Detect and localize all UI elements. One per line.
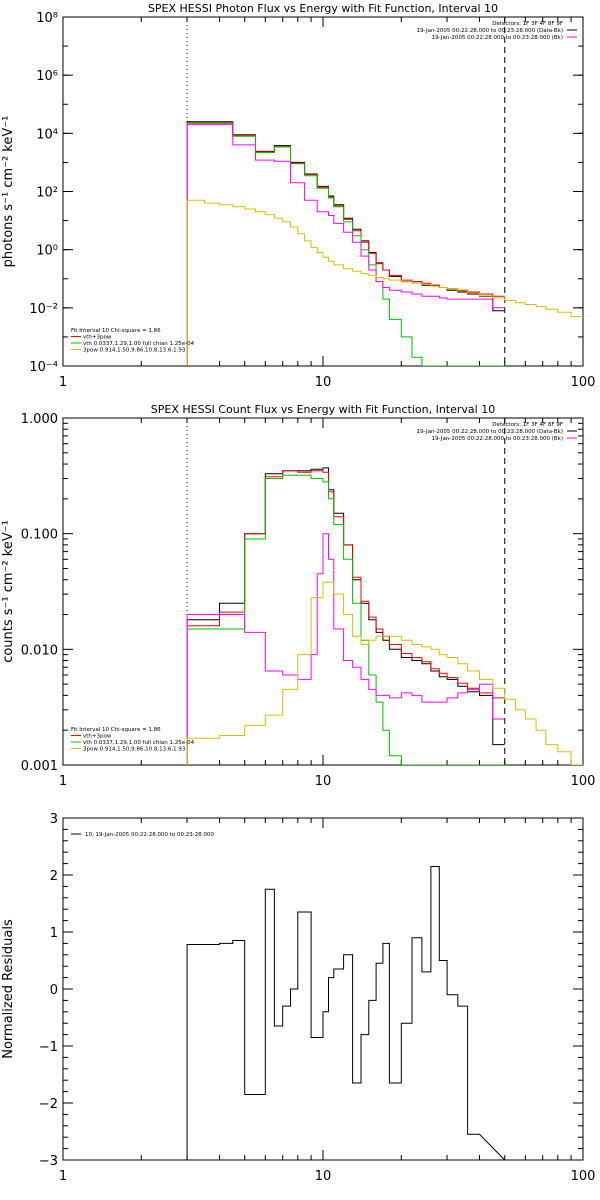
y-axis-label: Normalized Residuals <box>1 919 16 1059</box>
x-tick-label: 100 <box>571 1169 596 1184</box>
y-tick-label: 1.000 <box>21 412 58 427</box>
series-group <box>186 121 583 366</box>
y-tick-label: 0.010 <box>21 643 58 658</box>
series-5-line <box>186 199 583 366</box>
x-tick-label: 1 <box>59 774 67 789</box>
legend-entry: 19-Jan-2005 00:22:28.000 to 00:23:28.000… <box>432 436 563 442</box>
chart-title: SPEX HESSI Count Flux vs Energy with Fit… <box>151 403 495 416</box>
y-tick-label: −1 <box>39 1040 58 1055</box>
y-tick-label: 2 <box>50 869 58 884</box>
x-tick-label: 10 <box>315 1169 332 1184</box>
series-3-line <box>186 474 505 765</box>
y-tick-label: 0.100 <box>21 528 58 543</box>
legend-entry: vth 0.0337,1.29,1.00 full chian 1.25e-04 <box>83 740 195 746</box>
y-axis-label: photons s⁻¹ cm⁻² keV⁻¹ <box>1 116 16 268</box>
series-group <box>186 467 583 765</box>
series-1-line <box>186 866 506 1160</box>
y-tick-label: 10⁰ <box>36 244 58 259</box>
y-tick-label: 1 <box>50 926 58 941</box>
legend-entry: Detectors: 1F 3F 4F 8F 9F <box>492 422 563 428</box>
series-4-line <box>186 533 505 765</box>
legend-entry: 10, 19-Jan-2005 00:22:28.000 to 00:23:28… <box>85 832 214 838</box>
x-tick-label: 1 <box>59 1169 67 1184</box>
y-tick-label: −3 <box>39 1154 58 1169</box>
x-tick-label: 1 <box>59 375 67 390</box>
x-tick-label: 10 <box>315 774 332 789</box>
chart-title: SPEX HESSI Photon Flux vs Energy with Fi… <box>148 2 498 15</box>
series-5-line <box>186 581 583 765</box>
y-tick-label: 3 <box>50 812 58 827</box>
y-tick-label: 10² <box>36 186 58 201</box>
series-4-line <box>186 124 505 366</box>
legend-entry: 19-Jan-2005 00:22:28.000 to 00:23:28.000… <box>432 35 563 41</box>
legend-entry: Detectors: 1F 3F 4F 8F 9F <box>492 21 563 27</box>
series-2-line <box>186 470 505 765</box>
x-tick-label: 10 <box>315 375 332 390</box>
y-tick-label: 0.001 <box>21 759 58 774</box>
y-tick-label: 10⁻² <box>29 302 58 317</box>
y-tick-label: 10⁶ <box>36 69 58 84</box>
y-tick-label: 10⁸ <box>36 11 58 26</box>
legend-entry: 3pow 0.914,1.50,9.86,10.8,13.6,1.93 <box>83 348 186 354</box>
y-axis-label: counts s⁻¹ cm⁻² keV⁻¹ <box>1 520 16 663</box>
legend-entry: 3pow 0.914,1.50,9.86,10.8,13.6,1.93 <box>83 747 186 753</box>
y-tick-label: 10⁻⁴ <box>29 360 58 375</box>
legend-entry: vth+3pow <box>83 335 112 341</box>
series-group <box>186 866 506 1160</box>
series-2-line <box>186 122 505 366</box>
legend-entry: 19-Jan-2005 00:22:28.000 to 00:23:28.000… <box>417 28 563 34</box>
y-tick-label: 10⁴ <box>36 127 58 142</box>
chart-panel-3: Normalized Residuals 1 10 100 −3 −2 −1 0 1 2 3 10, … <box>1 812 595 1184</box>
legend-entry: vth+3pow <box>83 734 112 740</box>
plot-frame <box>62 817 584 1161</box>
series-1-line <box>186 467 505 765</box>
legend-entry: 19-Jan-2005 00:22:28.000 to 00:23:28.000… <box>417 429 563 435</box>
series-1-line <box>186 121 505 366</box>
chart-panel-2: SPEX HESSI Count Flux vs Energy with Fit… <box>1 403 595 789</box>
x-tick-label: 100 <box>571 375 596 390</box>
x-tick-label: 100 <box>571 774 596 789</box>
legend-entry: vth 0.0337,1.29,1.00 full chian 1.25e-04 <box>83 341 195 347</box>
legend-entry: Fit Interval 10 Chi-square = 1.86 <box>71 328 161 334</box>
y-tick-label: −2 <box>39 1097 58 1112</box>
chart-panel-1: SPEX HESSI Photon Flux vs Energy with Fi… <box>1 2 595 390</box>
legend-entry: Fit Interval 10 Chi-square = 1.86 <box>71 727 161 733</box>
y-tick-label: 0 <box>50 983 58 998</box>
series-3-line <box>186 122 505 366</box>
